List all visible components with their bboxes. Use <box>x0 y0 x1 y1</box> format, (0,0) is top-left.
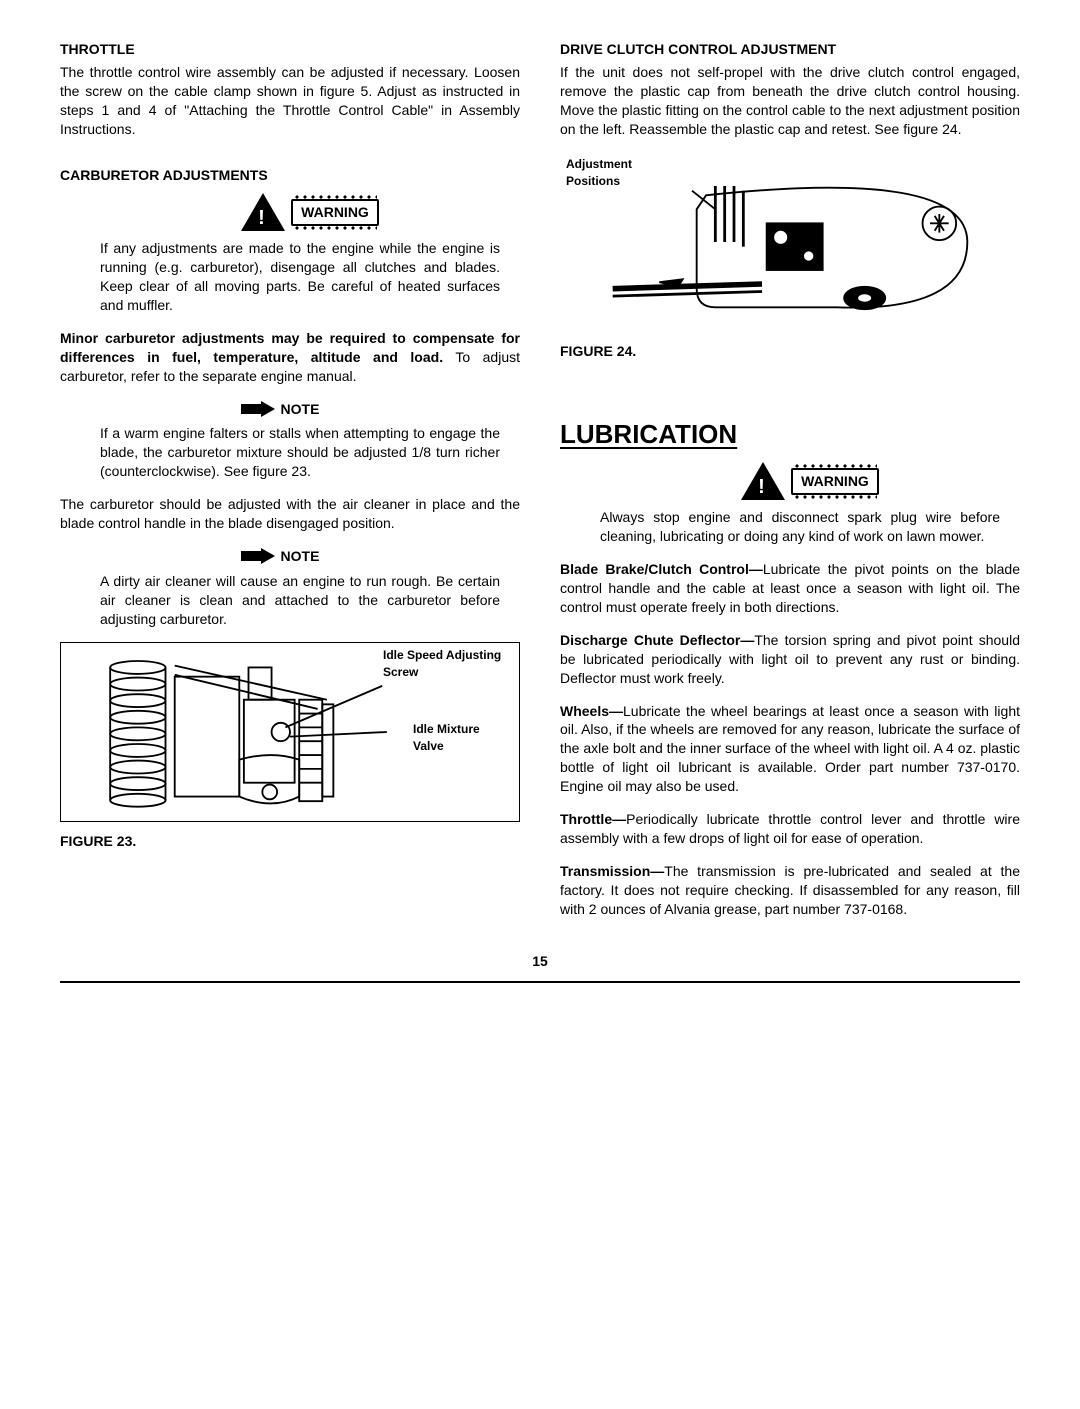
warning-triangle-icon <box>741 462 785 500</box>
wheels-para: Wheels—Lubricate the wheel bearings at l… <box>560 702 1020 796</box>
warning-triangle-icon <box>241 193 285 231</box>
fig24-caption: FIGURE 24. <box>560 342 1020 361</box>
warning-label: WARNING <box>291 199 379 226</box>
throttle-body: The throttle control wire assembly can b… <box>60 63 520 139</box>
chute-bold: Discharge Chute Deflector— <box>560 632 754 648</box>
note1-label: NOTE <box>281 400 320 419</box>
clutch-heading: DRIVE CLUTCH CONTROL ADJUSTMENT <box>560 40 1020 59</box>
note2-body: A dirty air cleaner will cause an engine… <box>100 572 500 629</box>
carb-adjust-para: Minor carburetor adjustments may be requ… <box>60 329 520 386</box>
clutch-body: If the unit does not self-propel with th… <box>560 63 1020 139</box>
note2-label: NOTE <box>281 547 320 566</box>
lube-warning-box: WARNING <box>600 462 1020 500</box>
figure-24: Adjustment Positions <box>560 152 1020 332</box>
note1-row: NOTE <box>60 400 520 419</box>
trans-bold: Transmission— <box>560 863 664 879</box>
blade-bold: Blade Brake/Clutch Control— <box>560 561 763 577</box>
fig23-label-speed: Idle Speed Adjusting Screw <box>383 647 513 679</box>
wheels-body: Lubricate the wheel bearings at least on… <box>560 703 1020 795</box>
note1-body: If a warm engine falters or stalls when … <box>100 424 500 481</box>
throttle-lube-bold: Throttle— <box>560 811 626 827</box>
trans-para: Transmission—The transmission is pre-lub… <box>560 862 1020 919</box>
throttle-heading: THROTTLE <box>60 40 520 59</box>
air-cleaner-body: The carburetor should be adjusted with t… <box>60 495 520 533</box>
note-arrow-icon <box>261 548 275 564</box>
blade-para: Blade Brake/Clutch Control—Lubricate the… <box>560 560 1020 617</box>
fig24-label: Adjustment Positions <box>566 156 666 188</box>
figure-23: Idle Speed Adjusting Screw Idle Mixture … <box>60 642 520 822</box>
fig23-label-mixture: Idle Mixture Valve <box>413 721 513 753</box>
note2-row: NOTE <box>60 547 520 566</box>
two-column-layout: THROTTLE The throttle control wire assem… <box>60 40 1020 932</box>
wheels-bold: Wheels— <box>560 703 623 719</box>
bottom-rule <box>60 981 1020 983</box>
throttle-lube-body: Periodically lubricate throttle control … <box>560 811 1020 846</box>
throttle-lube-para: Throttle—Periodically lubricate throttle… <box>560 810 1020 848</box>
warning-label: WARNING <box>791 468 879 495</box>
right-column: DRIVE CLUTCH CONTROL ADJUSTMENT If the u… <box>560 40 1020 932</box>
fig23-caption: FIGURE 23. <box>60 832 520 851</box>
note-arrow-icon <box>261 401 275 417</box>
left-column: THROTTLE The throttle control wire assem… <box>60 40 520 932</box>
carb-warning-box: WARNING <box>100 193 520 231</box>
lubrication-heading: LUBRICATION <box>560 417 1020 452</box>
carb-heading: CARBURETOR ADJUSTMENTS <box>60 166 520 185</box>
carb-warning-body: If any adjustments are made to the engin… <box>100 239 500 315</box>
page-number: 15 <box>60 952 1020 971</box>
chute-para: Discharge Chute Deflector—The torsion sp… <box>560 631 1020 688</box>
lube-warning-body: Always stop engine and disconnect spark … <box>600 508 1000 546</box>
